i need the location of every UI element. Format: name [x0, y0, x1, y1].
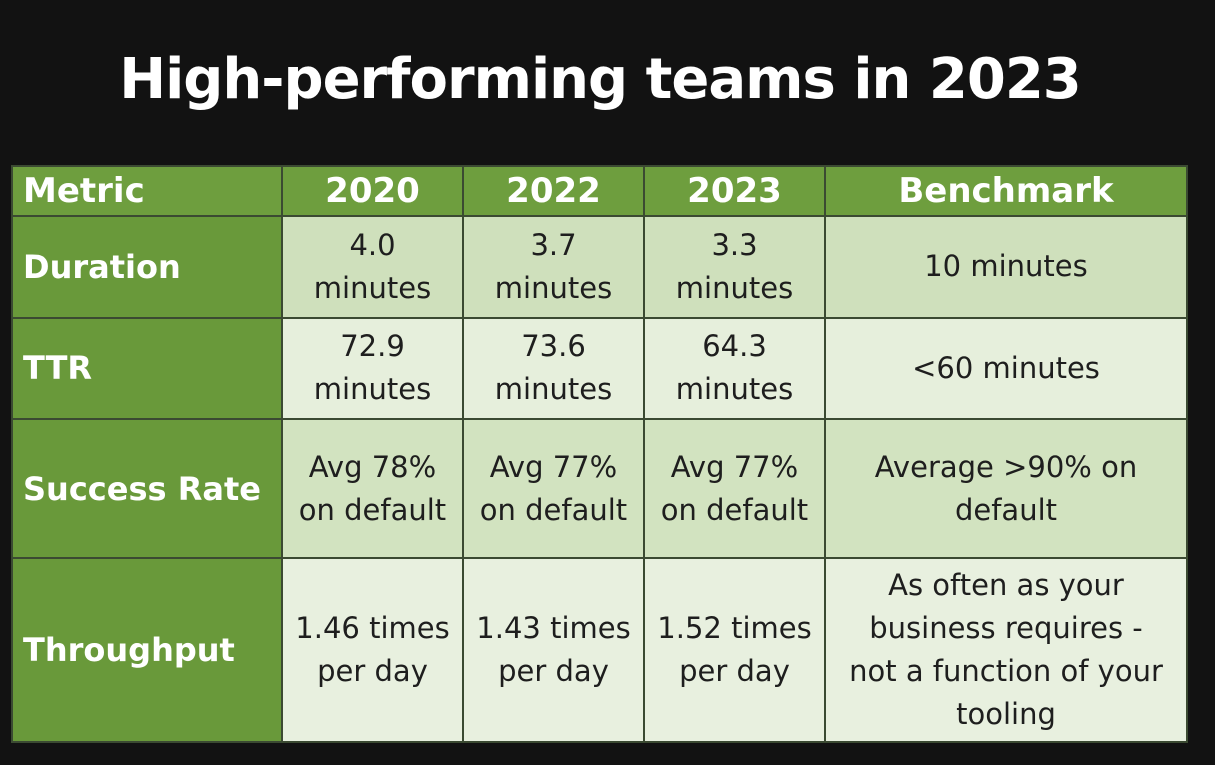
- slide-title: High-performing teams in 2023: [119, 47, 1082, 112]
- cell-ttr-2020: 72.9 minutes: [281, 316, 464, 420]
- cell-success-rate-2023: Avg 77% on default: [643, 417, 826, 560]
- cell-line: 1.46 times: [295, 611, 450, 646]
- cell-duration-2022: 3.7 minutes: [462, 215, 645, 319]
- cell-line: on default: [298, 492, 447, 527]
- cell-ttr-2023: 64.3 minutes: [643, 316, 826, 420]
- cell-line: 73.6: [521, 329, 586, 364]
- cell-line: minutes: [494, 372, 613, 407]
- cell-line: minutes: [675, 372, 794, 407]
- cell-duration-benchmark: 10 minutes: [824, 215, 1188, 319]
- cell-line: 3.7: [530, 227, 577, 262]
- cell-throughput-2023: 1.52 times per day: [643, 557, 826, 743]
- cell-line: minutes: [313, 372, 432, 407]
- cell-line: tooling: [956, 697, 1056, 732]
- cell-throughput-2020: 1.46 times per day: [281, 557, 464, 743]
- header-2023: 2023: [643, 164, 826, 218]
- cell-line: not a function of your: [849, 654, 1163, 689]
- header-benchmark: Benchmark: [824, 164, 1188, 218]
- cell-success-rate-2022: Avg 77% on default: [462, 417, 645, 560]
- cell-line: 1.43 times: [476, 611, 631, 646]
- metrics-table-container: Metric 2020 2022 2023 Benchmark Duration…: [11, 164, 1188, 743]
- cell-line: per day: [498, 654, 609, 689]
- cell-duration-2020: 4.0 minutes: [281, 215, 464, 319]
- cell-line: 72.9: [340, 329, 405, 364]
- header-row: Metric 2020 2022 2023 Benchmark: [11, 164, 1188, 218]
- cell-line: minutes: [494, 270, 613, 305]
- cell-line: per day: [317, 654, 428, 689]
- cell-line: <60 minutes: [912, 350, 1100, 385]
- cell-duration-2023: 3.3 minutes: [643, 215, 826, 319]
- cell-line: 3.3: [711, 227, 758, 262]
- cell-line: As often as your: [888, 568, 1124, 603]
- row-label-ttr: TTR: [11, 316, 283, 420]
- cell-ttr-benchmark: <60 minutes: [824, 316, 1188, 420]
- table-row-success-rate: Success Rate Avg 78% on default Avg 77% …: [11, 417, 1188, 560]
- cell-success-rate-2020: Avg 78% on default: [281, 417, 464, 560]
- row-label-duration: Duration: [11, 215, 283, 319]
- header-2020: 2020: [281, 164, 464, 218]
- cell-line: Avg 77%: [489, 449, 618, 484]
- cell-line: 64.3: [702, 329, 767, 364]
- row-label-success-rate: Success Rate: [11, 417, 283, 560]
- cell-line: on default: [479, 492, 628, 527]
- header-2022: 2022: [462, 164, 645, 218]
- table-row-throughput: Throughput 1.46 times per day 1.43 times…: [11, 557, 1188, 743]
- cell-throughput-benchmark: As often as your business requires - not…: [824, 557, 1188, 743]
- cell-line: Avg 77%: [670, 449, 799, 484]
- table-row-duration: Duration 4.0 minutes 3.7 minutes 3.3 min…: [11, 215, 1188, 319]
- table-row-ttr: TTR 72.9 minutes 73.6 minutes 64.3 minut…: [11, 316, 1188, 420]
- metrics-table: Metric 2020 2022 2023 Benchmark Duration…: [11, 164, 1188, 743]
- cell-throughput-2022: 1.43 times per day: [462, 557, 645, 743]
- cell-ttr-2022: 73.6 minutes: [462, 316, 645, 420]
- cell-line: default: [954, 492, 1058, 527]
- cell-line: business requires -: [869, 611, 1143, 646]
- cell-line: Avg 78%: [308, 449, 437, 484]
- cell-line: 10 minutes: [924, 249, 1088, 284]
- cell-line: 4.0: [349, 227, 396, 262]
- cell-line: 1.52 times: [657, 611, 812, 646]
- cell-line: Average >90% on: [874, 449, 1138, 484]
- row-label-throughput: Throughput: [11, 557, 283, 743]
- cell-line: minutes: [675, 270, 794, 305]
- cell-line: on default: [660, 492, 809, 527]
- cell-line: per day: [679, 654, 790, 689]
- cell-success-rate-benchmark: Average >90% on default: [824, 417, 1188, 560]
- header-metric: Metric: [11, 164, 283, 218]
- cell-line: minutes: [313, 270, 432, 305]
